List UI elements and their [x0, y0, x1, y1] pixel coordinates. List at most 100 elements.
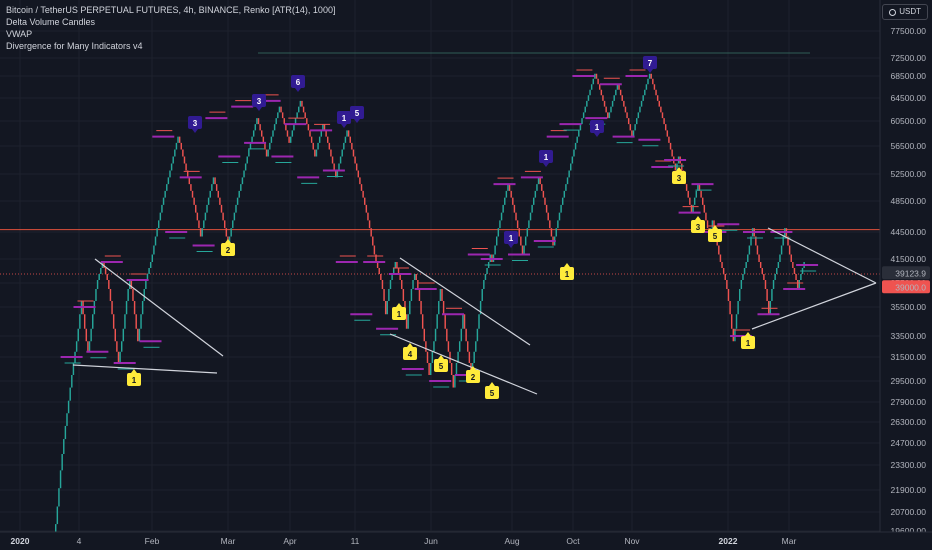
- renko-brick: [106, 274, 108, 280]
- label-box: [590, 120, 604, 133]
- chart-legend: Bitcoin / TetherUS PERPETUAL FUTURES, 4h…: [6, 4, 335, 52]
- indicator-delta-volume[interactable]: Delta Volume Candles: [6, 17, 96, 27]
- renko-brick: [790, 254, 792, 262]
- renko-brick: [304, 112, 306, 119]
- label-box: [221, 243, 235, 256]
- renko-brick: [610, 106, 612, 113]
- renko-brick: [116, 341, 118, 352]
- label-box: [504, 231, 518, 244]
- renko-brick: [792, 262, 794, 268]
- renko-brick: [212, 177, 215, 185]
- last-price-text: 39000.0: [895, 282, 926, 292]
- renko-brick: [138, 328, 141, 342]
- renko-brick: [405, 314, 408, 329]
- renko-brick: [565, 184, 567, 191]
- renko-brick: [542, 190, 545, 198]
- price-tick-label: 21900.00: [891, 485, 927, 495]
- price-axis[interactable]: 77500.00 72500.00 68500.00 64500.00 60500.00…: [879, 0, 932, 550]
- renko-brick: [352, 149, 355, 157]
- renko-brick: [756, 245, 759, 255]
- bullish-divergence-label: 5: [434, 355, 448, 372]
- bearish-divergence-label: 3: [188, 116, 202, 133]
- renko-brick: [634, 124, 636, 131]
- bullish-divergence-label: 2: [221, 239, 235, 256]
- renko-brick: [663, 118, 665, 125]
- renko-brick: [254, 124, 257, 131]
- label-pointer: [695, 216, 701, 220]
- symbol-title[interactable]: Bitcoin / TetherUS PERPETUAL FUTURES, 4h…: [6, 5, 336, 15]
- time-tick-label: 2020: [11, 536, 30, 546]
- renko-brick: [533, 197, 535, 205]
- indicator-divergence[interactable]: Divergence for Many Indicators v4: [6, 41, 143, 51]
- time-axis[interactable]: 2020 4 Feb Mar Apr 11 Jun Aug Oct Nov 2022 Mar: [0, 531, 932, 550]
- renko-brick: [729, 301, 731, 315]
- renko-brick: [750, 236, 752, 246]
- indicator-vwap[interactable]: VWAP: [6, 29, 33, 39]
- renko-brick: [497, 228, 500, 237]
- renko-brick: [257, 118, 260, 125]
- renko-brick: [587, 95, 590, 101]
- renko-brick: [669, 142, 672, 150]
- renko-brick: [526, 228, 529, 237]
- renko-brick: [248, 149, 250, 157]
- label-box: [672, 171, 686, 184]
- renko-brick: [507, 184, 509, 191]
- renko-brick: [627, 118, 630, 125]
- renko-brick: [364, 197, 366, 205]
- price-tick-label: 26300.00: [891, 417, 927, 427]
- label-pointer: [438, 355, 444, 359]
- renko-brick: [378, 268, 380, 274]
- bullish-divergence-label: 1: [127, 369, 141, 386]
- renko-bricks: [55, 73, 805, 542]
- renko-brick: [468, 351, 471, 363]
- renko-brick: [154, 236, 157, 246]
- renko-brick: [660, 106, 662, 113]
- renko-brick: [146, 274, 149, 280]
- renko-brick: [149, 262, 152, 268]
- renko-brick: [339, 156, 342, 164]
- renko-brick: [705, 212, 707, 221]
- bullish-divergence-label: 3: [672, 167, 686, 184]
- label-pointer: [341, 124, 347, 128]
- bullish-divergence-label: 5: [708, 225, 722, 242]
- price-tick-label: 33500.00: [891, 331, 927, 341]
- renko-brick: [632, 130, 635, 137]
- renko-brick: [236, 197, 239, 205]
- renko-brick: [592, 78, 594, 85]
- renko-brick: [613, 95, 615, 101]
- renko-brick: [186, 170, 189, 178]
- price-tick-label: 23300.00: [891, 460, 927, 470]
- renko-brick: [645, 84, 648, 90]
- renko-brick: [129, 280, 131, 289]
- renko-brick: [689, 197, 691, 205]
- renko-brick: [59, 470, 62, 489]
- renko-brick: [103, 262, 105, 268]
- renko-brick: [590, 84, 593, 90]
- renko-brick: [713, 220, 715, 229]
- renko-brick: [360, 184, 363, 191]
- renko-brick: [409, 301, 411, 315]
- currency-selector[interactable]: USDT: [882, 4, 928, 20]
- renko-brick: [310, 136, 313, 143]
- renko-brick: [449, 351, 451, 363]
- renko-brick: [772, 280, 775, 289]
- renko-brick: [376, 262, 379, 268]
- renko-brick: [225, 228, 228, 237]
- label-pointer: [676, 167, 682, 171]
- time-tick-label: Oct: [566, 536, 580, 546]
- renko-brick: [88, 341, 91, 352]
- renko-brick: [758, 254, 760, 262]
- renko-brick: [619, 89, 622, 96]
- bearish-divergence-label: 7: [643, 56, 657, 73]
- renko-brick: [557, 220, 559, 229]
- renko-brick: [407, 314, 409, 329]
- renko-brick: [578, 130, 580, 137]
- renko-brick: [288, 136, 290, 143]
- renko-brick: [341, 149, 343, 157]
- renko-brick: [745, 262, 747, 268]
- renko-brick: [602, 95, 604, 101]
- renko-brick: [473, 351, 475, 363]
- renko-brick: [796, 280, 799, 289]
- label-box: [708, 229, 722, 242]
